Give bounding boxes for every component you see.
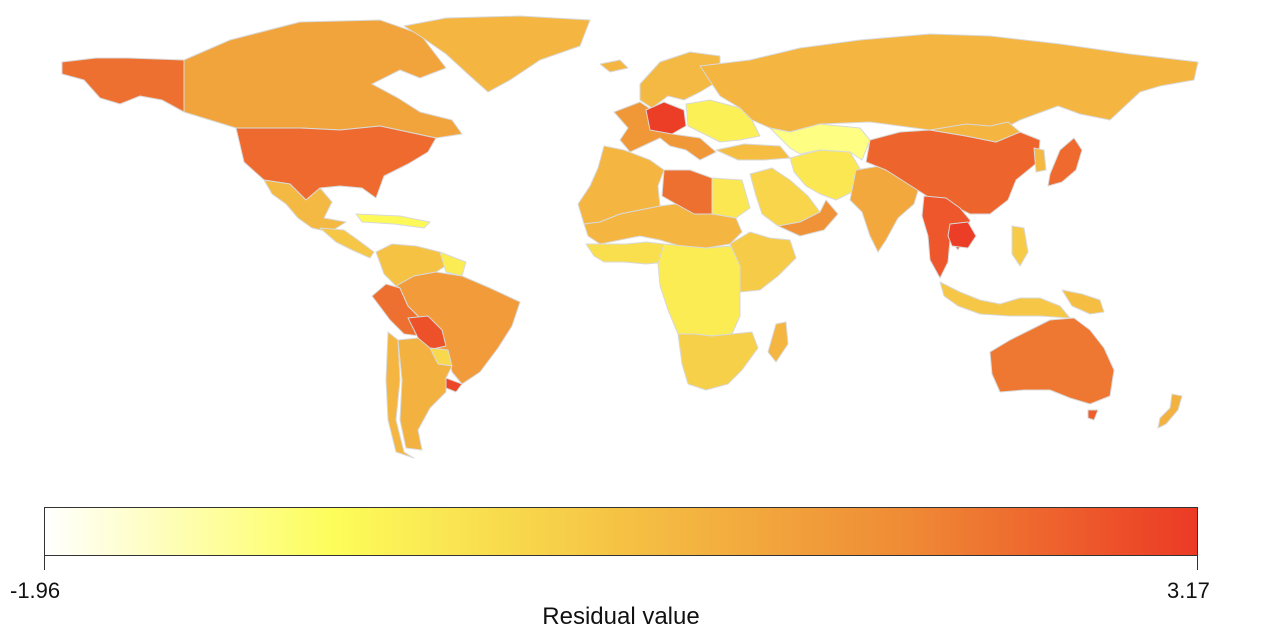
region-mongolia: [929, 121, 1021, 143]
region-cambodia: [947, 221, 977, 249]
region-indonesia-malaysia: [939, 281, 1071, 319]
region-philippines: [1011, 225, 1029, 267]
region-greenland: [403, 15, 591, 93]
legend-max-tick: [1197, 556, 1198, 570]
legend-min-label: -1.96: [10, 578, 61, 603]
region-iceland: [599, 59, 629, 73]
region-central-asia: [769, 123, 871, 161]
world-map: [61, 15, 1199, 459]
world-map-svg: [61, 15, 1199, 459]
region-brazil: [395, 271, 521, 385]
legend-max-label: 3.17: [1167, 578, 1210, 603]
region-korea: [1033, 147, 1047, 173]
region-new-zealand: [1157, 393, 1183, 429]
region-east-africa: [729, 231, 797, 293]
color-scale-bar: [44, 507, 1198, 556]
region-central-america: [319, 227, 375, 259]
region-caribbean: [355, 213, 431, 229]
region-alaska: [61, 57, 185, 113]
region-germany-poland: [645, 101, 687, 135]
region-chile: [385, 331, 415, 459]
region-madagascar: [767, 321, 789, 363]
region-sahel: [583, 203, 743, 249]
region-papua-new-guinea: [1061, 289, 1105, 315]
region-yemen-oman: [777, 199, 839, 237]
region-tasmania: [1087, 409, 1099, 421]
legend-title: Residual value: [542, 603, 700, 630]
region-argentina: [397, 337, 453, 451]
region-japan: [1047, 137, 1083, 187]
region-mexico: [263, 179, 347, 233]
region-egypt: [711, 177, 751, 219]
country-layer: [61, 15, 1199, 459]
region-eastern-europe: [685, 99, 761, 143]
region-australia: [989, 317, 1115, 405]
legend-min-tick: [44, 556, 45, 570]
region-southern-africa: [677, 331, 759, 391]
